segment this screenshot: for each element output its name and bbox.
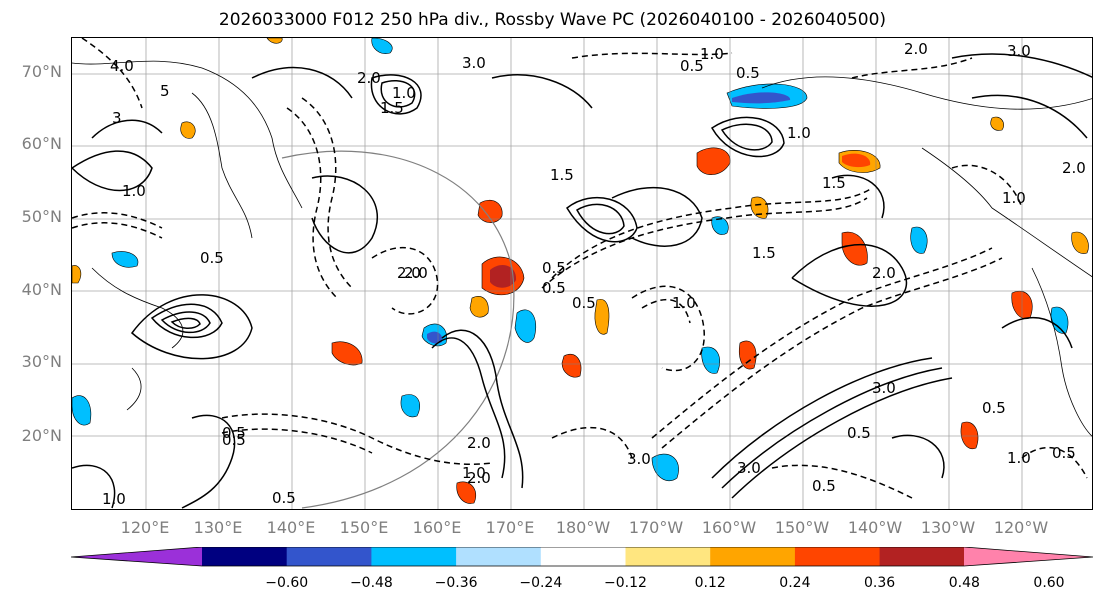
contour-label: 1.5: [380, 99, 404, 117]
contour-label: 1.0: [1002, 189, 1026, 207]
lon-label: 130°E: [193, 518, 243, 537]
lat-label-20n: 20°N: [21, 426, 62, 445]
contour-label: 0.5: [272, 489, 296, 507]
colorbar-tick-label: −0.36: [434, 575, 478, 591]
contour-label: 1.5: [822, 174, 846, 192]
lon-label: 140°W: [847, 518, 903, 537]
contour-label: 3.0: [627, 450, 651, 468]
lon-label: 120°W: [993, 518, 1049, 537]
contour-label: 0.5: [812, 477, 836, 495]
lat-label-50n: 50°N: [21, 207, 62, 226]
contour-label: 0.5: [982, 399, 1006, 417]
colorbar-tick-label: −0.48: [349, 575, 393, 591]
colorbar: [71, 547, 1094, 567]
lat-label-60n: 60°N: [21, 134, 62, 153]
reference-circle: [281, 150, 515, 509]
contour-label: 2.0: [872, 264, 896, 282]
contour-label: 0.5: [222, 424, 246, 442]
contour-label: 2.0: [467, 434, 491, 452]
contour-label: 0.5: [1052, 444, 1076, 462]
map-panel: 4.0 1.5 5 3 2.0 0.5 1.0 2.0 3.0 2.0 1.0 …: [71, 37, 1093, 510]
contour-label: 0.5: [542, 279, 566, 297]
divergence-shading: [72, 38, 1089, 504]
dashed-contours: [72, 38, 1088, 499]
contour-label: 3.0: [462, 54, 486, 72]
contour-label: 2.0: [357, 69, 381, 87]
colorbar-tick-label: 0.36: [864, 575, 896, 591]
lon-label: 160°W: [701, 518, 757, 537]
contour-label: 1.5: [752, 244, 776, 262]
contour-label: 1.0: [787, 124, 811, 142]
contour-label: 2.0: [397, 264, 421, 282]
lon-label: 120°E: [120, 518, 170, 537]
contour-label: 0.5: [572, 294, 596, 312]
contour-label: 0.5: [847, 424, 871, 442]
lon-label: 160°E: [412, 518, 462, 537]
contour-labels: 4.0 1.5 5 3 2.0 0.5 1.0 2.0 3.0 2.0 1.0 …: [102, 40, 1086, 508]
colorbar-tick-label: 0.24: [779, 575, 811, 591]
contour-label: 3.0: [1007, 42, 1031, 60]
lon-label: 180°W: [555, 518, 611, 537]
contour-label: 1.0: [392, 84, 416, 102]
colorbar-bin: [879, 547, 965, 566]
lat-label-70n: 70°N: [21, 62, 62, 81]
solid-contours: [72, 53, 1092, 509]
contour-label: 1.0: [672, 294, 696, 312]
lat-label-30n: 30°N: [21, 352, 62, 371]
contour-label: 1.5: [550, 166, 574, 184]
colorbar-bin: [625, 547, 711, 566]
lat-label-40n: 40°N: [21, 280, 62, 299]
contour-label: 1.0: [462, 464, 486, 482]
colorbar-bin: [710, 547, 796, 566]
colorbar-bin: [540, 547, 626, 566]
map-title: 2026033000 F012 250 hPa div., Rossby Wav…: [218, 10, 887, 30]
colorbar-tick-label: −0.60: [265, 575, 309, 591]
colorbar-bin: [202, 547, 288, 566]
contour-label: 1.0: [1007, 449, 1031, 467]
contour-label: 4.0: [110, 57, 134, 75]
lon-label: 130°W: [920, 518, 976, 537]
lon-label: 150°W: [774, 518, 830, 537]
contour-label: 5: [160, 82, 170, 100]
map-canvas: 4.0 1.5 5 3 2.0 0.5 1.0 2.0 3.0 2.0 1.0 …: [72, 38, 1092, 509]
contour-label: 0.5: [680, 57, 704, 75]
lon-label: 170°E: [485, 518, 535, 537]
colorbar-bin: [964, 547, 1093, 566]
contour-label: 2.0: [1062, 159, 1086, 177]
colorbar-tick-label: 0.12: [694, 575, 726, 591]
contour-label: 0.5: [222, 431, 246, 449]
lon-label: 150°E: [339, 518, 389, 537]
colorbar-bin: [286, 547, 372, 566]
contour-label: 0.5: [736, 64, 760, 82]
contour-label: 2.0: [467, 469, 491, 487]
lon-label: 170°W: [628, 518, 684, 537]
lon-label: 140°E: [266, 518, 316, 537]
contour-label: 2.0: [404, 264, 428, 282]
contour-label: 3.0: [737, 459, 761, 477]
colorbar-tick-label: 0.60: [1033, 575, 1065, 591]
colorbar-tick-label: −0.24: [519, 575, 563, 591]
contour-label: 1.0: [700, 45, 724, 63]
contour-label: 3: [112, 109, 122, 127]
contour-label: 2.0: [904, 40, 928, 58]
contour-label: 1.0: [122, 182, 146, 200]
contour-label: 0.5: [200, 249, 224, 267]
coastlines: [72, 60, 1092, 437]
colorbar-tick-label: 0.48: [948, 575, 980, 591]
colorbar-bin: [371, 547, 457, 566]
contour-label: 3.0: [872, 379, 896, 397]
colorbar-bin: [456, 547, 542, 566]
colorbar-bin: [71, 547, 202, 566]
contour-label: 1.0: [102, 490, 126, 508]
colorbar-bin: [794, 547, 881, 566]
graticule: [72, 38, 1092, 509]
colorbar-tick-label: −0.12: [604, 575, 647, 591]
contour-label: 0.5: [542, 259, 566, 277]
